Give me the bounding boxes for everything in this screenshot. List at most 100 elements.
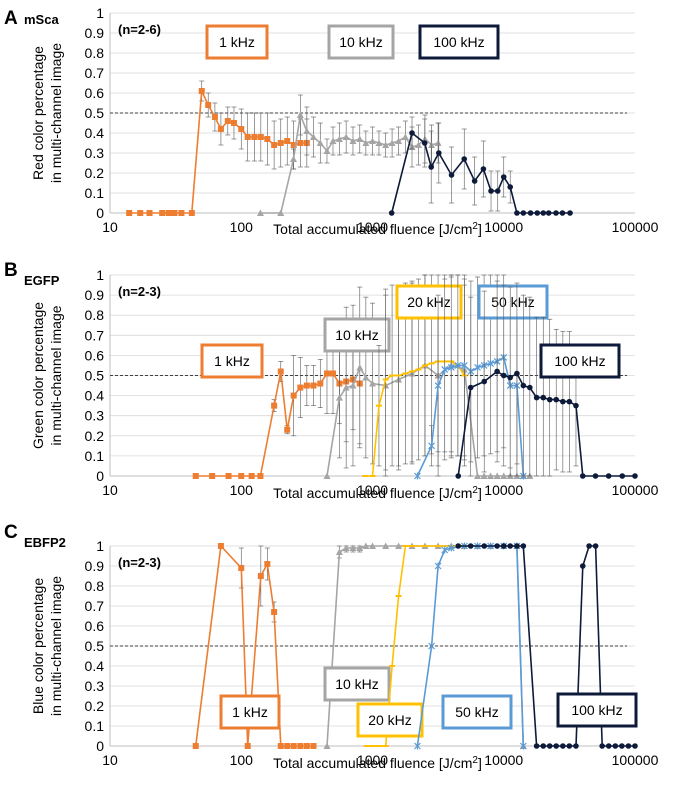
- series-100-khz: [388, 116, 573, 216]
- legend-10-khz: 10 kHz: [323, 666, 391, 702]
- y-tick-label: 0.5: [85, 638, 105, 654]
- data-point: [632, 473, 638, 479]
- data-point: [625, 743, 632, 749]
- data-point: [362, 542, 370, 549]
- y-tick-label: 0.2: [85, 428, 105, 444]
- data-point: [533, 743, 540, 749]
- data-point: [225, 473, 232, 479]
- x-axis-label: Total accumulated fluence [J/cm2]: [273, 755, 482, 772]
- legend-label: 1 kHz: [214, 353, 250, 369]
- legend-box: [323, 666, 391, 702]
- y-tick-label: 0.3: [85, 145, 105, 161]
- y-tick-label: 0.8: [85, 578, 105, 594]
- data-point: [257, 473, 264, 479]
- legend-10-khz: 10 kHz: [323, 317, 391, 353]
- data-point: [323, 742, 331, 749]
- legend-label: 10 kHz: [335, 327, 379, 343]
- x-tick-label: 10000: [484, 482, 523, 498]
- data-point: [126, 210, 133, 216]
- data-point: [289, 155, 297, 162]
- data-point: [388, 210, 395, 216]
- data-point: [257, 573, 264, 579]
- panel-label: C: [4, 522, 18, 543]
- data-point: [277, 368, 284, 375]
- legend-label: 1 kHz: [232, 704, 268, 720]
- x-tick-label: 10: [102, 752, 118, 768]
- data-point: [540, 210, 547, 216]
- legend-50-khz: 50 kHz: [477, 284, 549, 320]
- data-point: [546, 396, 553, 403]
- data-point: [455, 543, 462, 549]
- x-tick-label: 10: [102, 482, 118, 498]
- data-point: [349, 382, 357, 389]
- data-point: [500, 472, 508, 479]
- data-point: [520, 210, 527, 216]
- data-point: [605, 473, 612, 479]
- legend-label: 50 kHz: [455, 704, 499, 720]
- data-point: [579, 563, 586, 569]
- data-point: [428, 642, 436, 650]
- data-point: [362, 374, 370, 381]
- data-point: [192, 743, 199, 749]
- data-point: [460, 361, 468, 369]
- data-point: [159, 210, 166, 216]
- data-point: [296, 111, 304, 118]
- legend-label: 1 kHz: [219, 34, 255, 50]
- data-point: [494, 188, 501, 194]
- panel-title: mSca: [24, 12, 59, 27]
- data-point: [309, 133, 317, 140]
- data-point: [277, 209, 285, 216]
- legend-label: 50 kHz: [491, 294, 535, 310]
- data-point: [434, 562, 442, 570]
- y-tick-label: 0.7: [85, 598, 105, 614]
- y-tick-label: 0: [96, 738, 104, 754]
- data-point: [171, 210, 178, 216]
- y-tick-label: 0.1: [85, 718, 105, 734]
- data-point: [395, 542, 403, 549]
- data-point: [500, 174, 507, 180]
- data-point: [414, 742, 421, 750]
- legend-1-khz: 1 kHz: [200, 343, 264, 379]
- y-tick-label: 0: [96, 205, 104, 221]
- data-point: [553, 210, 559, 216]
- x-axis-label: Total accumulated fluence [J/cm2]: [273, 221, 482, 238]
- legend-20-khz: 20 kHz: [395, 284, 463, 320]
- legend-100-khz: 100 kHz: [556, 692, 638, 728]
- data-point: [487, 359, 495, 367]
- data-point: [146, 210, 153, 216]
- y-tick-label: 0.7: [85, 65, 105, 81]
- y-tick-label: 0: [96, 468, 104, 484]
- panel-label: A: [4, 8, 18, 29]
- data-point: [205, 102, 212, 108]
- data-point: [238, 473, 245, 479]
- data-point: [455, 473, 462, 479]
- data-point: [395, 137, 403, 144]
- data-point: [480, 472, 488, 479]
- legend-box: [539, 343, 621, 379]
- data-point: [244, 743, 251, 749]
- data-point: [434, 139, 442, 146]
- data-point: [238, 126, 245, 132]
- data-point: [487, 472, 495, 479]
- data-point: [137, 210, 144, 216]
- data-point: [388, 139, 396, 146]
- x-tick-label: 100: [230, 752, 254, 768]
- legend-box: [395, 284, 463, 320]
- data-point: [297, 140, 304, 146]
- data-point: [329, 137, 337, 144]
- x-tick-label: 10: [102, 219, 118, 235]
- data-point: [566, 398, 573, 405]
- x-tick-label: 10000: [484, 752, 523, 768]
- series-1-khz: [192, 543, 317, 749]
- data-point: [369, 137, 376, 144]
- data-point: [290, 142, 297, 148]
- legend-box: [327, 24, 395, 60]
- data-point: [297, 743, 304, 749]
- data-point: [447, 363, 455, 371]
- y-tick-label: 0.7: [85, 327, 105, 343]
- data-point: [382, 542, 390, 549]
- data-point: [192, 473, 199, 479]
- legend-label: 20 kHz: [368, 712, 412, 728]
- legend-box: [200, 343, 264, 379]
